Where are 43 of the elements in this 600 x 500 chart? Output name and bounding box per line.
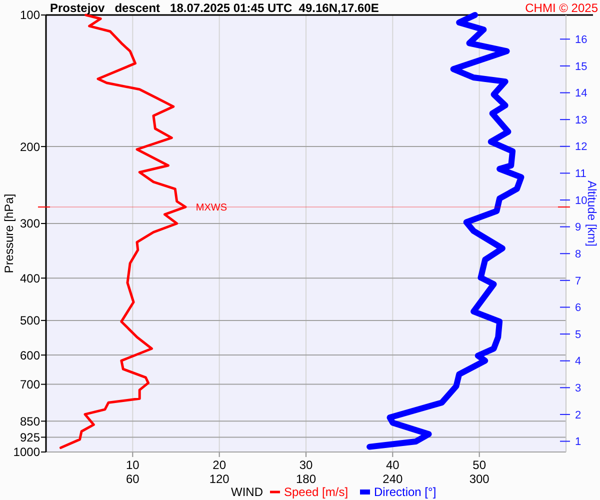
x2-tick-label: 180 [296,472,316,486]
y2-tick-label: 13 [575,114,588,126]
annotation: CHMI © 2025 [525,1,598,15]
x2-tick-label: 300 [469,472,490,486]
y2-tick-label: 14 [575,88,588,100]
y2-tick-label: 8 [575,248,582,260]
y-tick-label: 500 [20,314,40,328]
y-tick-label: 600 [20,348,40,362]
x2-tick-label: 60 [126,472,140,486]
y-tick-label: 1000 [13,445,40,460]
legend-label: Speed [m/s] [284,485,348,499]
x-tick-label: 30 [299,458,313,472]
x-tick-label: 50 [472,458,486,472]
y2-tick-label: 5 [575,328,582,341]
legend-label: Direction [°] [374,485,436,499]
y2-tick-label: 9 [575,222,582,234]
chart-title: Prostejov descent 18.07.2025 01:45 UTC 49.16N,17.60E [50,1,379,15]
x-tick-label: 10 [126,458,140,472]
y2-tick-label: 7 [575,275,582,288]
x-tick-label: 20 [212,458,226,472]
x-tick-label: 40 [386,458,400,472]
y-tick-label: 300 [20,216,40,231]
y-tick-label: 925 [20,430,40,444]
y2-tick-label: 1 [575,436,582,448]
y-tick-label: 700 [20,378,40,392]
y2-tick-label: 3 [575,382,582,395]
y-tick-label: 850 [20,414,40,428]
x-axis-title: WIND [231,485,264,499]
y2-tick-label: 15 [575,60,588,73]
x2-tick-label: 120 [209,472,230,486]
y-tick-label: 100 [20,8,40,22]
y2-tick-label: 16 [575,34,588,46]
y2-tick-label: 6 [575,302,582,314]
y2-tick-label: 12 [575,141,588,154]
ref-line-label: MXWS [196,202,228,214]
y2-tick-label: 11 [575,168,586,180]
y-axis-title: Pressure [hPa] [2,194,16,274]
y2-tick-label: 2 [575,409,582,422]
x2-tick-label: 240 [382,472,403,486]
y2-tick-label: 4 [575,356,582,368]
y-tick-label: 200 [20,140,40,154]
y2-tick-label: 10 [575,194,588,207]
y-tick-label: 400 [20,271,40,286]
